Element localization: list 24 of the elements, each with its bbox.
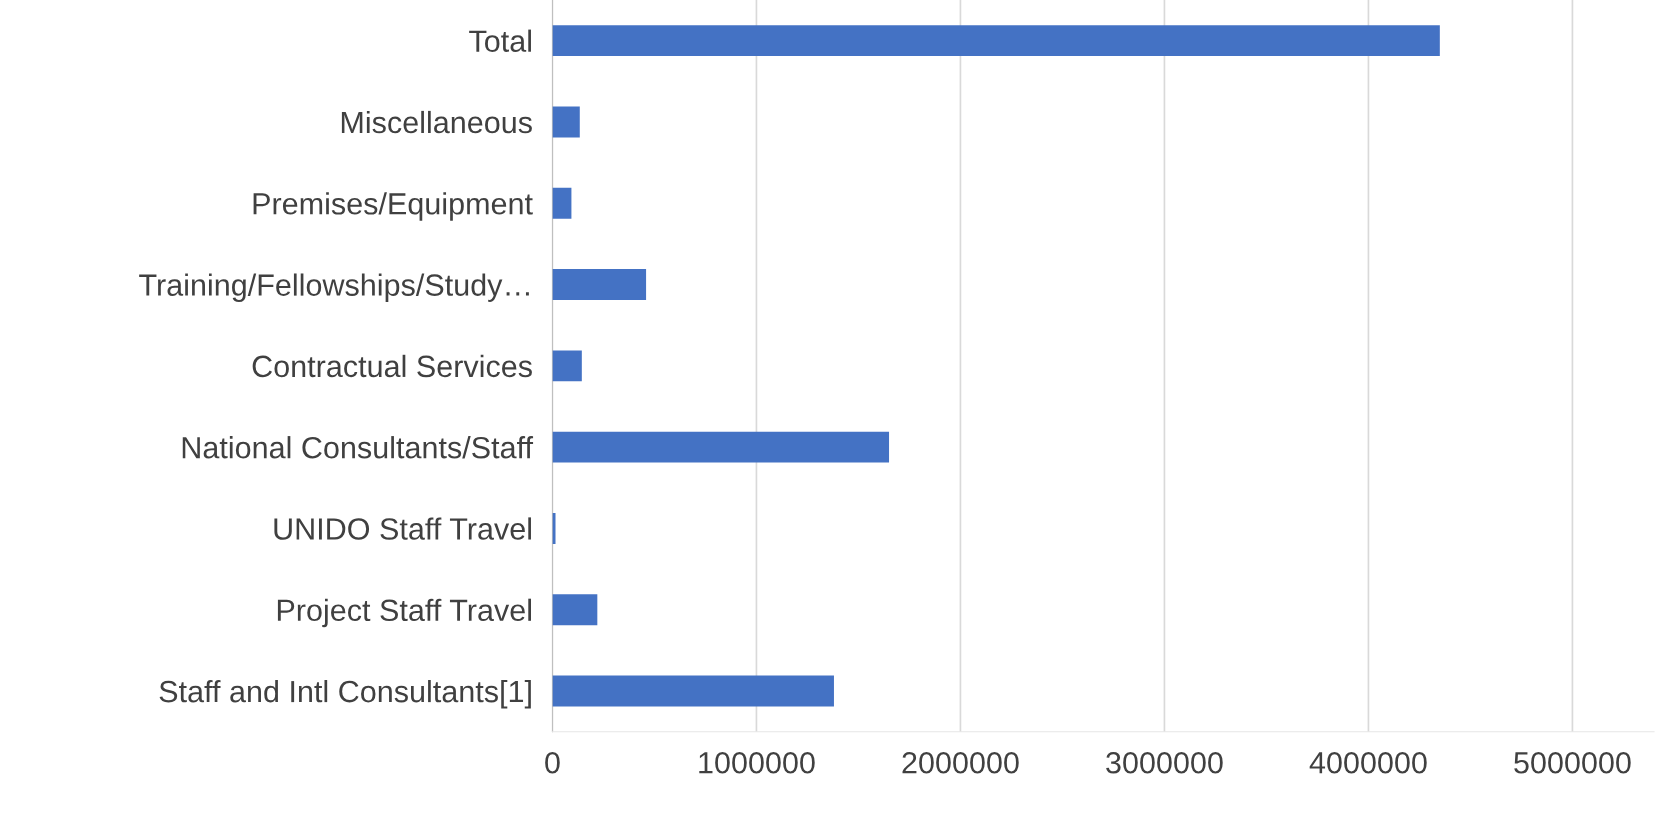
y-tick-label: Staff and Intl Consultants[1] <box>159 679 531 709</box>
bar <box>552 594 598 626</box>
y-tick-label: Contractual Services <box>252 354 532 378</box>
bar <box>552 25 1440 57</box>
bar <box>552 513 556 544</box>
y-tick-label: Project Staff Travel <box>277 598 531 628</box>
y-tick-label: National Consultants/Staff <box>182 436 534 459</box>
x-tick-label: 1000000 <box>699 751 815 774</box>
y-tick-label: UNIDO Staff Travel <box>274 517 531 540</box>
x-tick-label: 0 <box>545 751 560 774</box>
x-tick-label: 3000000 <box>1106 751 1223 774</box>
x-tick-label: 4000000 <box>1309 751 1427 774</box>
bar <box>552 106 580 138</box>
x-tick-label: 5000000 <box>1514 751 1631 774</box>
x-tick-label: 2000000 <box>902 751 1019 774</box>
bar <box>552 675 834 707</box>
bar <box>552 431 890 463</box>
y-tick-label: Miscellaneous <box>341 110 532 134</box>
y-tick-label: Training/Fellowships/Study… <box>139 273 529 302</box>
bar <box>552 187 572 219</box>
y-tick-label: Premises/Equipment <box>253 192 533 221</box>
bar <box>552 269 647 300</box>
y-tick-label: Total <box>469 29 531 53</box>
bar <box>552 350 582 382</box>
